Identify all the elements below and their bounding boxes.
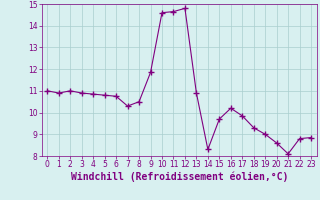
X-axis label: Windchill (Refroidissement éolien,°C): Windchill (Refroidissement éolien,°C) <box>70 172 288 182</box>
